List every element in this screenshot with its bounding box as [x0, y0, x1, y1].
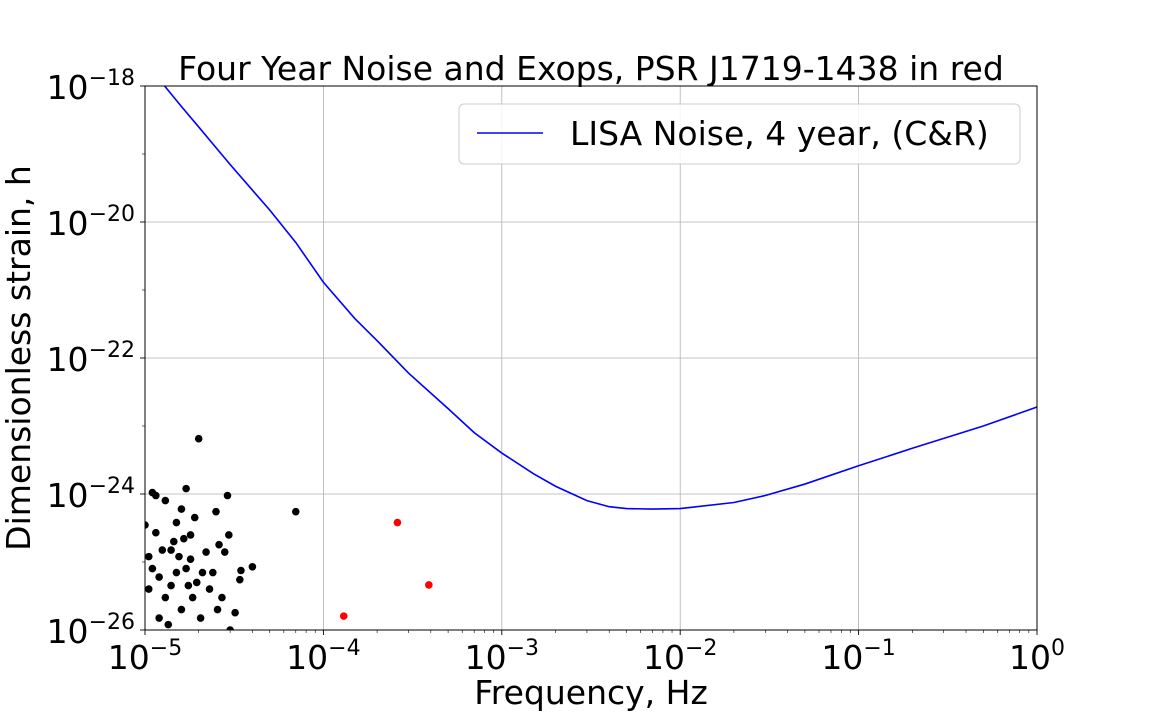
y-tick-label: 10−24 [47, 474, 135, 515]
exop-point [148, 564, 157, 573]
x-tick-label: 10−4 [286, 636, 360, 677]
exop-point [225, 531, 233, 539]
exop-point [192, 578, 201, 587]
x-tick-label: 10−5 [108, 636, 182, 677]
exop-point [212, 507, 220, 516]
exop-point [226, 626, 234, 630]
exop-point [167, 546, 175, 554]
exop-point [155, 614, 163, 622]
exop-point [172, 518, 181, 527]
exop-point [291, 507, 300, 516]
exop-point [186, 555, 195, 563]
exop-point [237, 566, 245, 575]
exop-point [205, 585, 214, 593]
exop-point [248, 563, 257, 571]
chart-title: Four Year Noise and Exops, PSR J1719-143… [178, 49, 1004, 88]
exop-point [198, 568, 207, 577]
legend-entry-label: LISA Noise, 4 year, (C&R) [570, 114, 989, 153]
exop-point [223, 491, 232, 500]
exop-point [177, 605, 186, 614]
exop-point [184, 581, 193, 590]
y-tick-label: 10−26 [47, 610, 135, 651]
exop-point [155, 573, 163, 581]
x-axis-label: Frequency, Hz [474, 673, 708, 712]
exop-point [145, 585, 153, 593]
exop-point [218, 593, 226, 602]
exop-point [202, 548, 210, 556]
tick-layer: 10−5 10−4 10−3 10−2 10−1 100 10−26 10−24 10−22 10… [47, 66, 1065, 677]
y-axis-label: Dimensionless strain, h [0, 165, 38, 551]
pulsar-point [393, 518, 402, 527]
exop-point [213, 605, 222, 614]
exop-point [152, 528, 160, 537]
exop-point [186, 531, 195, 539]
legend-box [458, 103, 1021, 165]
exop-point [145, 552, 153, 561]
exop-point [196, 614, 205, 622]
exop-point [194, 434, 203, 443]
exop-point [169, 537, 178, 546]
y-tick-label: 10−22 [47, 338, 135, 379]
y-tick-label: 10−20 [47, 202, 135, 243]
exop-point [231, 608, 239, 617]
exop-point [175, 552, 183, 561]
exop-point [188, 593, 197, 602]
x-tick-label: 10−1 [821, 636, 895, 677]
pulsar-point [425, 581, 433, 589]
x-tick-label: 10−2 [643, 636, 717, 677]
series-layer [145, 86, 1037, 630]
exop-point [209, 568, 217, 577]
exop-point [172, 568, 181, 577]
x-tick-label: 100 [1009, 636, 1065, 677]
exop-point [152, 491, 160, 500]
exop-point [236, 575, 244, 584]
legend: LISA Noise, 4 year, (C&R) [458, 103, 1021, 165]
exop-point [220, 548, 229, 556]
exop-point [177, 505, 186, 513]
y-tick-label: 10−18 [47, 66, 135, 107]
exop-point [215, 540, 223, 549]
exop-point [161, 496, 170, 505]
exop-point [182, 484, 190, 493]
exop-point [145, 521, 149, 529]
exop-point [158, 546, 167, 554]
data-marks [145, 86, 1037, 630]
exop-point [164, 620, 173, 629]
exop-point [167, 581, 175, 590]
x-tick-label: 10−3 [465, 636, 539, 677]
noise-curve [163, 86, 1037, 510]
exop-point [161, 593, 170, 602]
exop-point [180, 534, 188, 543]
exop-point [182, 564, 190, 573]
pulsar-point [339, 612, 348, 620]
exop-point [190, 513, 199, 522]
